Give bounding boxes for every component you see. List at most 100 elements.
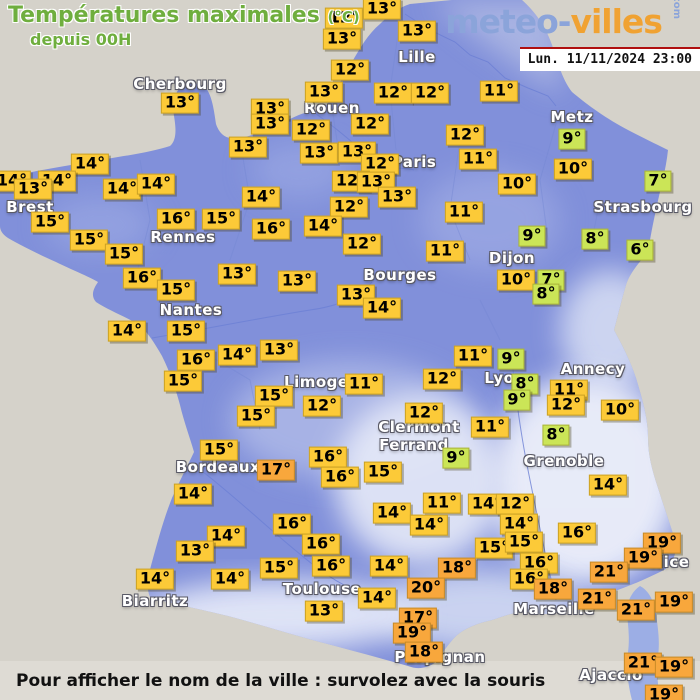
temp-badge[interactable]: 13° <box>299 142 339 164</box>
temp-badge[interactable]: 13° <box>304 81 344 103</box>
temp-badge[interactable]: 19° <box>623 547 663 569</box>
temp-badge[interactable]: 10° <box>553 158 593 180</box>
temp-badge[interactable]: 9° <box>497 348 525 370</box>
temp-badge[interactable]: 15° <box>504 531 544 553</box>
temp-badge[interactable]: 12° <box>329 196 369 218</box>
temp-badge[interactable]: 16° <box>301 533 341 555</box>
temp-badge[interactable]: 16° <box>251 218 291 240</box>
temp-badge[interactable]: 13° <box>250 113 290 135</box>
temp-badge[interactable]: 15° <box>363 461 403 483</box>
temp-badge[interactable]: 12° <box>330 59 370 81</box>
temp-badge[interactable]: 16° <box>557 522 597 544</box>
temp-badge[interactable]: 14° <box>409 514 449 536</box>
temp-badge[interactable]: 13° <box>277 270 317 292</box>
temp-badge[interactable]: 10° <box>600 399 640 421</box>
temp-badge[interactable]: 15° <box>201 208 241 230</box>
temp-badge[interactable]: 21° <box>589 561 629 583</box>
temp-badge[interactable]: 9° <box>558 128 586 150</box>
temp-badge[interactable]: 15° <box>199 439 239 461</box>
temp-badge[interactable]: 14° <box>210 568 250 590</box>
temp-badge[interactable]: 6° <box>626 239 654 261</box>
temp-badge[interactable]: 21° <box>616 599 656 621</box>
temp-badge[interactable]: 11° <box>344 373 384 395</box>
temp-badge[interactable]: 13° <box>397 20 437 42</box>
temp-badge[interactable]: 14° <box>173 483 213 505</box>
temp-badge[interactable]: 12° <box>546 394 586 416</box>
temp-badge[interactable]: 18° <box>437 557 477 579</box>
temp-badge[interactable]: 12° <box>360 153 400 175</box>
temp-badge[interactable]: 12° <box>342 233 382 255</box>
temp-badge[interactable]: 12° <box>495 493 535 515</box>
temp-badge[interactable]: 19° <box>654 656 694 678</box>
temp-badge[interactable]: 15° <box>156 279 196 301</box>
temp-badge[interactable]: 9° <box>503 389 531 411</box>
temp-badge[interactable]: 10° <box>496 269 536 291</box>
temp-badge[interactable]: 14° <box>206 525 246 547</box>
temp-badge[interactable]: 12° <box>324 7 364 29</box>
temp-badge[interactable]: 11° <box>444 201 484 223</box>
temp-badge[interactable]: 9° <box>442 447 470 469</box>
temp-badge[interactable]: 15° <box>166 320 206 342</box>
temp-badge[interactable]: 12° <box>410 82 450 104</box>
temp-badge[interactable]: 14° <box>303 215 343 237</box>
temp-badge[interactable]: 11° <box>425 240 465 262</box>
temp-badge[interactable]: 11° <box>458 148 498 170</box>
temp-badge[interactable]: 15° <box>254 385 294 407</box>
temp-badge[interactable]: 14° <box>107 320 147 342</box>
temp-badge[interactable]: 16° <box>156 208 196 230</box>
temp-badge[interactable]: 7° <box>644 170 672 192</box>
temp-badge[interactable]: 8° <box>542 424 570 446</box>
temp-badge[interactable]: 15° <box>30 211 70 233</box>
temp-badge[interactable]: 11° <box>422 492 462 514</box>
temp-badge[interactable]: 19° <box>654 591 694 613</box>
temp-badge[interactable]: 14° <box>357 587 397 609</box>
temp-badge[interactable]: 8° <box>532 283 560 305</box>
temp-badge[interactable]: 13° <box>217 263 257 285</box>
temp-badge[interactable]: 16° <box>272 513 312 535</box>
temp-badge[interactable]: 14° <box>135 568 175 590</box>
temp-badge[interactable]: 11° <box>479 80 519 102</box>
temp-badge[interactable]: 16° <box>176 349 216 371</box>
temp-badge[interactable]: 9° <box>518 225 546 247</box>
temp-badge[interactable]: 12° <box>422 368 462 390</box>
temp-badge[interactable]: 21° <box>577 588 617 610</box>
temp-badge[interactable]: 16° <box>519 552 559 574</box>
temp-badge[interactable]: 13° <box>160 92 200 114</box>
temp-badge[interactable]: 17° <box>256 459 296 481</box>
temp-badge[interactable]: 10° <box>497 173 537 195</box>
temp-badge[interactable]: 11° <box>453 345 493 367</box>
temp-badge[interactable]: 18° <box>404 641 444 663</box>
temp-badge[interactable]: 8° <box>581 228 609 250</box>
temp-badge[interactable]: 12° <box>373 82 413 104</box>
temp-badge[interactable]: 14° <box>369 555 409 577</box>
temp-badge[interactable]: 15° <box>236 405 276 427</box>
temp-badge[interactable]: 12° <box>291 119 331 141</box>
temp-badge[interactable]: 13° <box>322 28 362 50</box>
temp-badge[interactable]: 18° <box>533 578 573 600</box>
temp-badge[interactable]: 14° <box>362 297 402 319</box>
temp-badge[interactable]: 15° <box>104 243 144 265</box>
temp-badge[interactable]: 15° <box>163 370 203 392</box>
temp-badge[interactable]: 13° <box>13 178 53 200</box>
temp-badge[interactable]: 16° <box>320 466 360 488</box>
temp-badge[interactable]: 19° <box>644 684 684 700</box>
temp-badge[interactable]: 14° <box>499 513 539 535</box>
temp-badge[interactable]: 13° <box>228 136 268 158</box>
temp-badge[interactable]: 12° <box>350 113 390 135</box>
temp-badge[interactable]: 14° <box>241 186 281 208</box>
temp-badge[interactable]: 13° <box>362 0 402 20</box>
temp-badge[interactable]: 13° <box>304 600 344 622</box>
temp-badge[interactable]: 14° <box>102 178 142 200</box>
temp-badge[interactable]: 13° <box>377 186 417 208</box>
temp-badge[interactable]: 13° <box>259 339 299 361</box>
temp-badge[interactable]: 14° <box>217 344 257 366</box>
temp-badge[interactable]: 14° <box>70 153 110 175</box>
temp-badge[interactable]: 12° <box>445 124 485 146</box>
temp-badge[interactable]: 20° <box>406 577 446 599</box>
temp-badge[interactable]: 14° <box>372 502 412 524</box>
temp-badge[interactable]: 12° <box>404 402 444 424</box>
temp-badge[interactable]: 16° <box>122 267 162 289</box>
temp-badge[interactable]: 14° <box>136 173 176 195</box>
temp-badge[interactable]: 14° <box>588 474 628 496</box>
temp-badge[interactable]: 21° <box>623 652 663 674</box>
